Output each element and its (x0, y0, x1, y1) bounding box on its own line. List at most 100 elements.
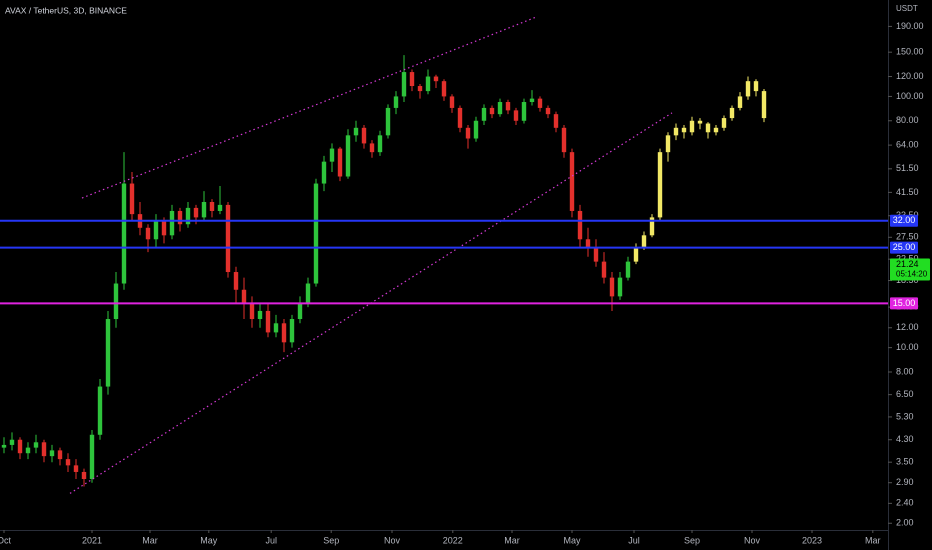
candle-body (153, 220, 159, 240)
candle-body (361, 127, 367, 144)
candle-body (673, 127, 679, 136)
candle-body (177, 210, 183, 225)
level-label-box (890, 297, 918, 310)
candle-body (705, 123, 711, 133)
candle-body (321, 161, 327, 184)
candle-body (217, 204, 223, 211)
candle-body (569, 152, 575, 211)
candle-body (449, 96, 455, 108)
candle-body (401, 72, 407, 97)
axis-unit: USDT (896, 4, 918, 13)
candle-body (537, 98, 543, 108)
candle-body (25, 447, 31, 454)
y-tick-label: 2.40 (896, 498, 914, 508)
candle-body (49, 450, 55, 457)
candle-body (17, 439, 23, 454)
candle-body (145, 227, 151, 240)
candle-body (353, 127, 359, 136)
candle-body (281, 323, 287, 343)
candle-body (585, 239, 591, 248)
candle-body (561, 127, 567, 153)
candle-body (313, 183, 319, 284)
candle-body (329, 148, 335, 162)
candle-body (465, 127, 471, 139)
candle-body (233, 272, 239, 290)
candle-body (745, 81, 751, 97)
x-tick-label: May (200, 535, 218, 545)
candle-body (657, 152, 663, 218)
candle-body (689, 120, 695, 133)
candle-body (337, 148, 343, 177)
candle-body (513, 110, 519, 121)
candle-body (265, 310, 271, 333)
y-tick-label: 80.00 (896, 115, 919, 125)
chart-title: AVAX / TetherUS, 3D, BINANCE (5, 5, 127, 15)
y-tick-label: 5.30 (896, 411, 914, 421)
candle-body (737, 96, 743, 108)
candle-body (297, 303, 303, 320)
candle-body (625, 261, 631, 278)
plot (0, 16, 888, 494)
candle-body (121, 183, 127, 284)
candle-body (1, 444, 7, 448)
candle-body (305, 283, 311, 304)
x-tick-label: Nov (744, 535, 761, 545)
candle-body (97, 386, 103, 435)
candle-body (593, 247, 599, 262)
level-label-box (890, 214, 918, 227)
y-tick-label: 8.00 (896, 366, 914, 376)
candle-body (497, 102, 503, 115)
candle-body (161, 220, 167, 236)
level-label: 25.00 (893, 242, 916, 252)
candle-body (481, 107, 487, 121)
candle-body (521, 102, 527, 121)
candle-body (553, 114, 559, 128)
y-tick-label: 190.00 (896, 21, 924, 31)
y-tick-label: 120.00 (896, 71, 924, 81)
level-label-box (890, 241, 918, 254)
candle-body (713, 127, 719, 133)
candle-body (89, 434, 95, 480)
candle-body (529, 98, 535, 103)
candle-body (225, 204, 231, 273)
price-axis: 190.00 150.00 120.00 100.00 80.00 64.00 51.50 4… (888, 21, 930, 528)
x-tick-label: 2022 (443, 535, 463, 545)
candle-body (649, 217, 655, 236)
candle-body (729, 107, 735, 119)
candle-body (609, 277, 615, 297)
last-price-label: 21.24 (896, 259, 919, 269)
y-tick-label: 64.00 (896, 139, 919, 149)
x-tick-label: May (563, 535, 581, 545)
y-tick-label: 2.00 (896, 518, 914, 528)
y-tick-label: 4.30 (896, 434, 914, 444)
candle-body (65, 459, 71, 466)
candle-body (129, 183, 135, 215)
y-tick-label: 3.50 (896, 457, 914, 467)
candle-body (33, 442, 39, 448)
candle-body (665, 135, 671, 153)
candle-body (169, 210, 175, 236)
candle-body (721, 118, 727, 128)
level-label: 32.00 (893, 215, 916, 225)
candle-body (41, 442, 47, 457)
candle-body (417, 86, 423, 92)
x-tick-label: Sep (323, 535, 339, 545)
candle-body (209, 201, 215, 211)
x-tick-label: Jul (265, 535, 277, 545)
candle-body (377, 135, 383, 153)
candle-body (113, 283, 119, 320)
y-tick-label: 10.00 (896, 342, 919, 352)
candle-body (601, 261, 607, 278)
y-tick-label: 2.90 (896, 477, 914, 487)
candle-body (185, 207, 191, 225)
candle-body (393, 96, 399, 108)
candle-body (473, 120, 479, 139)
candle-body (433, 76, 439, 82)
candle-body (257, 310, 263, 320)
y-tick-label: 41.50 (896, 187, 919, 197)
candle-body (505, 102, 511, 111)
candle-body (617, 277, 623, 297)
